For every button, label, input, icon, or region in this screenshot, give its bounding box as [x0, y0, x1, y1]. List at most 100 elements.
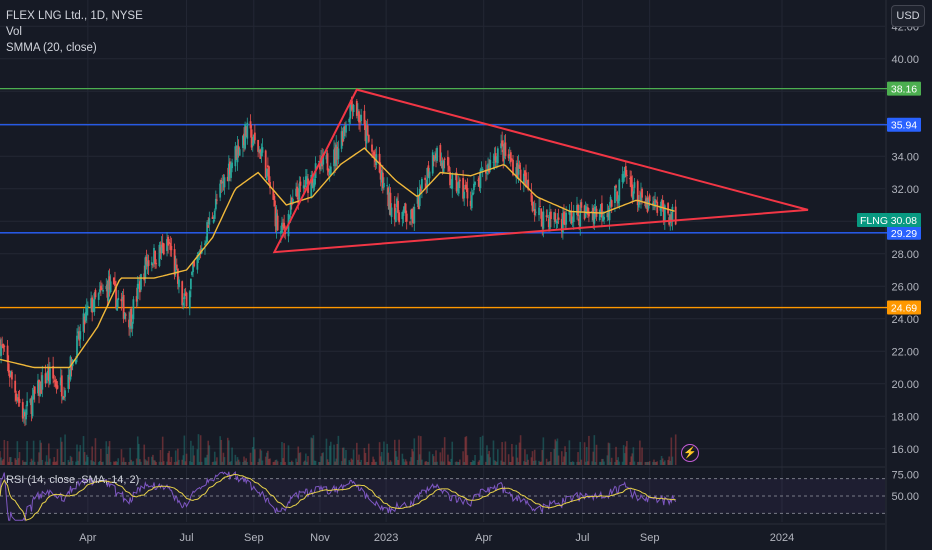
volume-bar — [162, 461, 165, 465]
volume-bar — [517, 461, 520, 465]
volume-bar — [30, 458, 33, 465]
volume-bar — [378, 442, 381, 465]
candle-body — [246, 122, 249, 139]
volume-bar — [327, 461, 330, 465]
volume-bar — [71, 461, 74, 465]
time-tick-label: Jul — [180, 532, 194, 544]
volume-bar — [450, 458, 452, 465]
candle-body — [128, 319, 130, 328]
volume-bar — [447, 454, 449, 465]
candle-body — [234, 146, 237, 167]
volume-bar — [367, 443, 370, 465]
volume-bar — [235, 461, 238, 465]
volume-bar — [661, 458, 664, 465]
volume-bar — [87, 456, 89, 465]
volume-bar — [595, 444, 598, 465]
volume-bar — [69, 455, 72, 465]
candle-body — [404, 203, 407, 214]
candle-body — [257, 139, 260, 152]
candle-body — [495, 159, 498, 161]
volume-bar — [341, 447, 344, 465]
volume-bar — [526, 454, 528, 465]
rsi-legend[interactable]: RSI (14, close, SMA, 14, 2) — [6, 474, 140, 486]
candle-body — [258, 149, 261, 152]
volume-bar — [433, 456, 435, 465]
volume-bar — [159, 449, 162, 465]
volume-bar — [38, 452, 40, 465]
volume-bar — [193, 455, 195, 465]
candle-body — [198, 250, 201, 252]
volume-bar — [59, 437, 62, 465]
candle-body — [610, 200, 613, 207]
volume-bar — [7, 461, 10, 465]
symbol-title[interactable]: FLEX LNG Ltd., 1D, NYSE — [6, 10, 143, 22]
volume-bar — [79, 445, 82, 465]
candle-body — [98, 289, 101, 293]
candle-body — [56, 385, 59, 389]
volume-bar — [243, 456, 245, 465]
volume-bar — [534, 460, 537, 465]
candle-body — [542, 211, 545, 229]
candle-body — [410, 209, 412, 220]
candle-body — [465, 184, 468, 190]
candle-body — [9, 371, 12, 375]
volume-bar — [494, 461, 497, 465]
candle-body — [393, 203, 396, 220]
volume-bar — [249, 452, 252, 465]
candle-body — [670, 214, 673, 222]
volume-bar — [396, 456, 398, 465]
candle-body — [443, 158, 446, 160]
candle-body — [534, 211, 537, 213]
candle-body — [328, 171, 331, 175]
volume-legend[interactable]: Vol — [6, 26, 22, 38]
volume-bar — [297, 446, 300, 465]
candle-body — [158, 244, 161, 267]
volume-bar — [46, 461, 49, 465]
volume-bar — [427, 461, 430, 465]
smma-legend[interactable]: SMMA (20, close) — [6, 42, 97, 54]
volume-bar — [39, 440, 41, 465]
candle-body — [182, 302, 185, 306]
volume-bar — [64, 434, 66, 465]
candle-body — [350, 101, 353, 105]
candle-body — [295, 188, 297, 196]
volume-bar — [281, 441, 283, 465]
currency-button[interactable]: USD — [891, 5, 925, 27]
candle-body — [640, 192, 642, 202]
candle-body — [526, 180, 528, 184]
volume-bar — [568, 440, 571, 465]
volume-bar — [374, 461, 377, 465]
candle-body — [413, 206, 416, 224]
time-tick-label: Jul — [575, 532, 589, 544]
volume-bar — [633, 461, 636, 465]
candle-body — [227, 163, 230, 181]
triangle-pattern[interactable] — [272, 88, 809, 254]
candle-body — [16, 400, 19, 401]
volume-bar — [386, 443, 388, 465]
volume-bar — [128, 461, 130, 465]
volume-bar — [515, 444, 518, 465]
candle-body — [11, 371, 13, 380]
candle-body — [260, 151, 263, 157]
candle-body — [31, 396, 34, 417]
candle-body — [53, 381, 56, 383]
candle-body — [373, 151, 376, 159]
volume-bar — [257, 462, 259, 465]
volume-bar — [168, 450, 170, 465]
volume-bar — [667, 459, 669, 465]
candle-body — [617, 198, 620, 204]
volume-bar — [439, 452, 442, 465]
time-axis[interactable]: Apr Jul Sep Nov 2023 Apr Jul Sep 2024 — [79, 532, 794, 544]
candle-body — [334, 147, 337, 164]
lightning-alert-icon[interactable]: ⚡ — [681, 444, 699, 462]
candle-body — [265, 168, 268, 181]
volume-bar — [363, 447, 366, 465]
candle-body — [313, 179, 316, 187]
candle-body — [386, 185, 389, 187]
candle-body — [469, 200, 472, 207]
candle-body — [624, 166, 627, 176]
volume-bar — [629, 461, 631, 465]
horizontal-levels[interactable] — [0, 88, 887, 309]
volume-bar — [598, 461, 601, 465]
